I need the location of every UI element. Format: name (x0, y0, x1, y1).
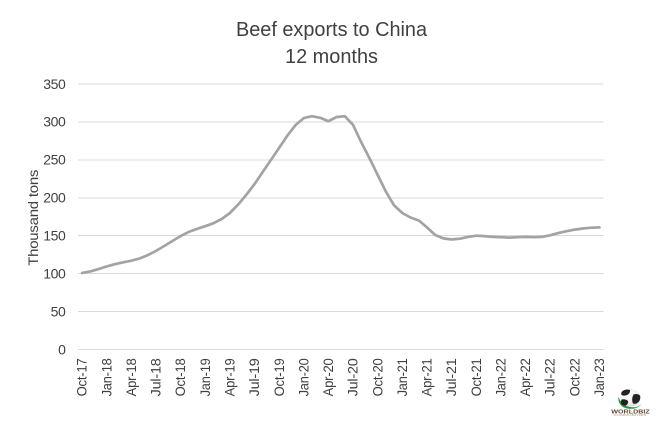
svg-text:Apr-20: Apr-20 (321, 358, 336, 396)
svg-text:300: 300 (43, 114, 66, 130)
svg-text:Jan-20: Jan-20 (296, 358, 311, 396)
svg-text:Apr-21: Apr-21 (420, 358, 435, 396)
svg-text:Oct-19: Oct-19 (272, 358, 287, 396)
svg-text:Jul-19: Jul-19 (247, 358, 262, 396)
svg-text:Oct-17: Oct-17 (75, 358, 90, 396)
svg-text:Beef exports to China: Beef exports to China (236, 19, 428, 41)
svg-text:Oct-21: Oct-21 (469, 358, 484, 396)
svg-text:Jan-22: Jan-22 (494, 358, 509, 396)
svg-text:Jan-18: Jan-18 (99, 358, 114, 396)
svg-text:Thousand tons: Thousand tons (26, 169, 41, 266)
svg-text:Oct-20: Oct-20 (370, 358, 385, 396)
svg-text:50: 50 (51, 303, 66, 319)
svg-text:Oct-18: Oct-18 (173, 358, 188, 396)
svg-text:Apr-22: Apr-22 (518, 358, 533, 396)
svg-text:Jul-20: Jul-20 (346, 358, 361, 396)
svg-text:250: 250 (43, 152, 66, 168)
svg-text:Jan-23: Jan-23 (592, 358, 607, 396)
svg-text:COMMODITIES: COMMODITIES (614, 413, 647, 417)
svg-text:Oct-22: Oct-22 (567, 358, 582, 396)
svg-text:Jul-18: Jul-18 (149, 358, 164, 396)
svg-text:Jan-21: Jan-21 (395, 358, 410, 396)
svg-text:Jul-21: Jul-21 (444, 358, 459, 396)
svg-text:200: 200 (43, 190, 66, 206)
svg-text:150: 150 (43, 228, 66, 244)
svg-text:0: 0 (58, 341, 66, 357)
svg-text:Jul-22: Jul-22 (543, 358, 558, 396)
svg-text:Apr-19: Apr-19 (223, 358, 238, 396)
svg-text:WORLDBIZ: WORLDBIZ (611, 409, 650, 415)
svg-text:Jan-19: Jan-19 (198, 358, 213, 396)
svg-text:Apr-18: Apr-18 (124, 358, 139, 396)
svg-text:12 months: 12 months (285, 46, 378, 68)
svg-text:100: 100 (43, 265, 66, 281)
svg-text:350: 350 (43, 76, 66, 92)
